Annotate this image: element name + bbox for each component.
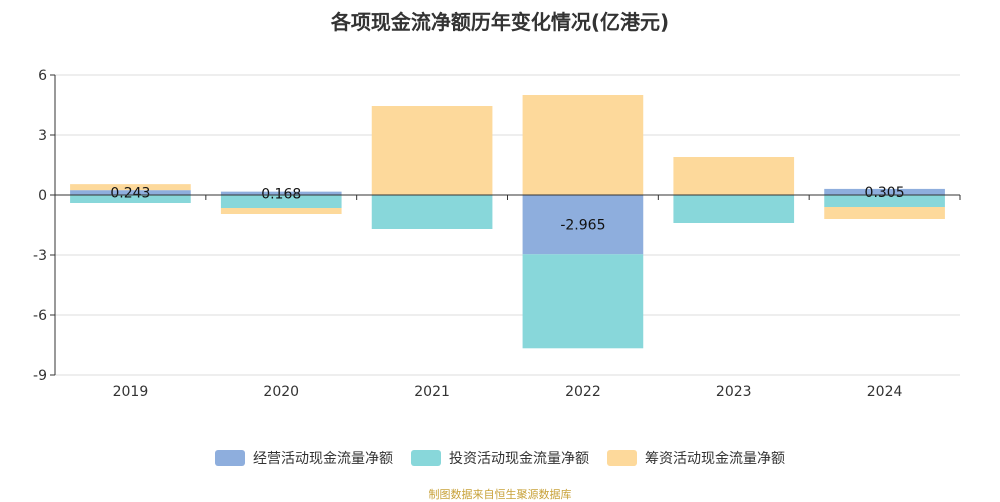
legend-label-investing: 投资活动现金流量净额 bbox=[449, 451, 589, 467]
legend-swatch-investing bbox=[411, 450, 441, 466]
bar-investing-2019 bbox=[70, 195, 191, 203]
data-label-2020: 0.168 bbox=[261, 186, 301, 202]
bar-financing-2022 bbox=[522, 95, 644, 195]
bar-financing-2023 bbox=[673, 157, 795, 195]
bar-financing-2019 bbox=[70, 184, 191, 191]
y-tick-label: 6 bbox=[38, 68, 47, 84]
bar-operating-2024 bbox=[824, 188, 945, 195]
bar-financing-2021 bbox=[371, 106, 493, 195]
bar-investing-2023 bbox=[673, 195, 795, 223]
bar-operating-2022 bbox=[522, 195, 644, 255]
y-tick-label: -9 bbox=[33, 368, 47, 384]
bar-financing-2024 bbox=[824, 207, 945, 219]
bar-investing-2020 bbox=[220, 195, 342, 208]
y-tick-label: -6 bbox=[33, 308, 47, 324]
data-label-2019: 0.243 bbox=[110, 186, 150, 202]
y-tick-label: 3 bbox=[38, 128, 47, 144]
bar-financing-2020 bbox=[220, 208, 342, 214]
source-note: 制图数据来自恒生聚源数据库 bbox=[428, 488, 572, 501]
legend: 经营活动现金流量净额 投资活动现金流量净额 筹资活动现金流量净额 bbox=[0, 448, 1000, 468]
x-tick-label: 2022 bbox=[565, 384, 601, 400]
chart-title: 各项现金流净额历年变化情况(亿港元) bbox=[330, 10, 670, 34]
bar-investing-2022 bbox=[522, 254, 644, 349]
legend-label-operating: 经营活动现金流量净额 bbox=[253, 451, 393, 467]
legend-item-operating[interactable]: 经营活动现金流量净额 bbox=[215, 448, 393, 468]
x-tick-label: 2024 bbox=[867, 384, 903, 400]
x-tick-label: 2019 bbox=[113, 384, 149, 400]
bar-operating-2019 bbox=[70, 190, 191, 195]
y-tick-label: 0 bbox=[38, 188, 47, 204]
legend-label-financing: 筹资活动现金流量净额 bbox=[645, 451, 785, 467]
bar-investing-2021 bbox=[371, 195, 493, 229]
x-tick-label: 2020 bbox=[263, 384, 299, 400]
legend-item-financing[interactable]: 筹资活动现金流量净额 bbox=[607, 448, 785, 468]
legend-item-investing[interactable]: 投资活动现金流量净额 bbox=[411, 448, 589, 468]
legend-swatch-operating bbox=[215, 450, 245, 466]
data-label-2024: 0.305 bbox=[865, 185, 905, 201]
x-tick-label: 2023 bbox=[716, 384, 752, 400]
bar-investing-2024 bbox=[824, 195, 945, 207]
bar-operating-2020 bbox=[220, 191, 342, 195]
y-tick-label: -3 bbox=[33, 248, 47, 264]
legend-swatch-financing bbox=[607, 450, 637, 466]
data-label-2022: -2.965 bbox=[560, 218, 605, 234]
x-tick-label: 2021 bbox=[414, 384, 450, 400]
